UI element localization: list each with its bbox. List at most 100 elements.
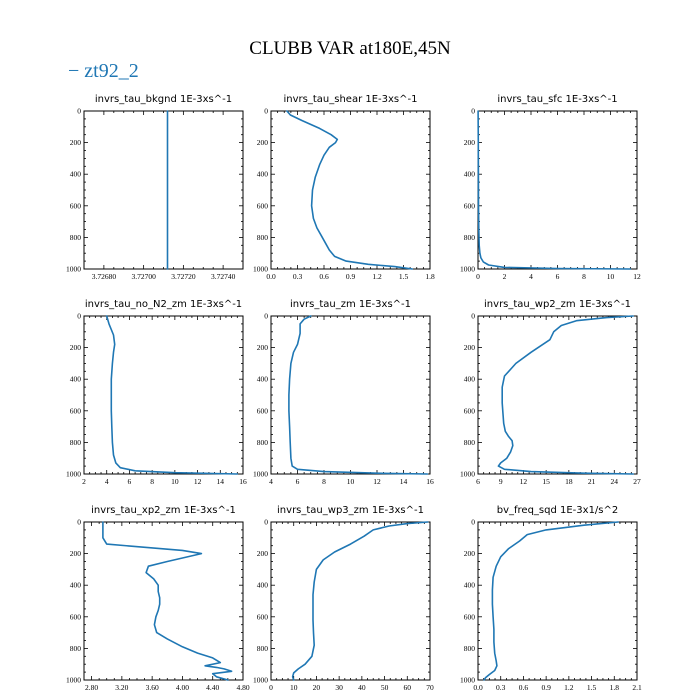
- x-tick-label: 20: [313, 683, 321, 692]
- y-tick-label: 200: [70, 343, 82, 352]
- panel-title: invrs_tau_zm 1E-3xs^-1: [290, 299, 411, 310]
- series-line-zt92_2: [497, 315, 635, 475]
- x-tick-label: 0: [476, 272, 480, 281]
- y-tick-label: 600: [70, 201, 82, 210]
- x-tick-label: 3.60: [146, 683, 159, 692]
- y-tick-label: 600: [70, 612, 82, 621]
- x-tick-label: 6: [476, 477, 480, 486]
- x-tick-label: 1.5: [399, 272, 409, 281]
- x-tick-label: 2: [503, 272, 507, 281]
- panel-6: invrs_tau_wp2_zm 1E-3xs^-1 0 200 400 600 800 1…: [460, 299, 641, 486]
- x-tick-label: 4: [105, 477, 109, 486]
- series-line-zt92_2: [288, 315, 429, 475]
- x-tick-label: 3.72680: [92, 272, 117, 281]
- y-tick-label: 400: [464, 170, 476, 179]
- x-tick-label: 9: [499, 477, 503, 486]
- x-tick-label: 12: [194, 477, 202, 486]
- y-tick-label: 600: [257, 201, 269, 210]
- legend-line-glyph: −: [68, 60, 84, 82]
- x-tick-label: 1.8: [610, 683, 620, 692]
- y-tick-label: 800: [70, 438, 82, 447]
- x-tick-label: 0.0: [473, 683, 483, 692]
- y-tick-label: 400: [257, 375, 269, 384]
- x-tick-label: 15: [542, 477, 550, 486]
- y-tick-label: 0: [264, 107, 268, 116]
- x-tick-label: 27: [633, 477, 641, 486]
- x-tick-label: 10: [347, 477, 355, 486]
- y-tick-label: 800: [257, 438, 269, 447]
- y-tick-label: 200: [70, 138, 82, 147]
- plot-frame: [270, 110, 431, 270]
- y-tick-label: 600: [257, 406, 269, 415]
- y-tick-label: 0: [264, 518, 268, 527]
- y-tick-label: 600: [257, 612, 269, 621]
- x-tick-label: 70: [426, 683, 434, 692]
- plot-frame: [477, 110, 638, 270]
- y-tick-label: 200: [464, 138, 476, 147]
- x-tick-label: 0.6: [319, 272, 329, 281]
- series-line-zt92_2: [105, 315, 239, 475]
- panel-title: invrs_tau_sfc 1E-3xs^-1: [497, 94, 617, 105]
- y-tick-label: 400: [70, 375, 82, 384]
- x-tick-label: 0: [269, 683, 273, 692]
- panel-title: invrs_tau_wp3_zm 1E-3xs^-1: [277, 505, 424, 516]
- plot-frame: [83, 521, 244, 681]
- x-tick-label: 21: [588, 477, 596, 486]
- panel-title: invrs_tau_xp2_zm 1E-3xs^-1: [91, 505, 236, 516]
- y-tick-label: 0: [471, 107, 475, 116]
- series-line-zt92_2: [286, 110, 414, 270]
- panel-grid: invrs_tau_bkgnd 1E-3xs^-1020040060080010…: [66, 94, 642, 692]
- x-tick-label: 14: [217, 477, 225, 486]
- series-line-zt92_2: [291, 521, 429, 681]
- x-tick-label: 0.0: [266, 272, 276, 281]
- series-line-zt92_2: [477, 110, 632, 270]
- panel-4: invrs_tau_no_N2_zm 1E-3xs^-1 0 200 400 600 80…: [66, 299, 247, 486]
- panel-title: invrs_tau_bkgnd 1E-3xs^-1: [95, 94, 232, 105]
- legend-label: − zt92_2: [68, 60, 139, 82]
- panel-title: invrs_tau_shear 1E-3xs^-1: [284, 94, 418, 105]
- y-tick-label: 400: [257, 170, 269, 179]
- y-tick-label: 0: [77, 312, 81, 321]
- x-tick-label: 6: [128, 477, 132, 486]
- x-tick-label: 10: [171, 477, 179, 486]
- x-tick-label: 0.3: [496, 683, 506, 692]
- x-tick-label: 8: [322, 477, 326, 486]
- x-tick-label: 0.9: [541, 683, 551, 692]
- y-tick-label: 200: [464, 549, 476, 558]
- x-tick-label: 4.00: [176, 683, 189, 692]
- y-tick-label: 600: [464, 612, 476, 621]
- y-tick-label: 200: [464, 343, 476, 352]
- panel-3: invrs_tau_sfc 1E-3xs^-1 0 200 400 600 800 1000…: [460, 94, 641, 281]
- y-tick-label: 0: [471, 518, 475, 527]
- x-tick-label: 1.5: [587, 683, 597, 692]
- x-tick-label: 1.2: [564, 683, 574, 692]
- y-tick-label: 600: [464, 406, 476, 415]
- x-tick-label: 8: [582, 272, 586, 281]
- panel-1: invrs_tau_bkgnd 1E-3xs^-1 0 200 400 600 800 10…: [66, 94, 244, 281]
- y-tick-label: 400: [70, 170, 82, 179]
- x-tick-label: 6: [296, 477, 300, 486]
- figure-title: CLUBB VAR at180E,45N: [249, 38, 451, 59]
- x-tick-label: 4.40: [206, 683, 219, 692]
- panel-8: invrs_tau_wp3_zm 1E-3xs^-102004006008001…: [253, 505, 434, 692]
- y-tick-label: 400: [70, 581, 82, 590]
- x-tick-label: 10: [607, 272, 615, 281]
- y-tick-label: 1000: [66, 265, 81, 274]
- x-tick-label: 3.72740: [211, 272, 236, 281]
- panel-9: bv_freq_sqd 1E-3x1/s^2020040060080010000…: [460, 505, 642, 692]
- x-tick-label: 8: [150, 477, 154, 486]
- panel-title: invrs_tau_wp2_zm 1E-3xs^-1: [484, 299, 631, 310]
- y-tick-label: 1000: [460, 265, 475, 274]
- x-tick-label: 12: [373, 477, 381, 486]
- x-tick-label: 2.1: [632, 683, 642, 692]
- y-tick-label: 800: [70, 233, 82, 242]
- series-line-zt92_2: [102, 521, 233, 681]
- y-tick-label: 400: [464, 581, 476, 590]
- y-tick-label: 200: [257, 549, 269, 558]
- y-tick-label: 800: [257, 233, 269, 242]
- x-tick-label: 0.9: [346, 272, 356, 281]
- x-tick-label: 3.72720: [171, 272, 196, 281]
- x-tick-label: 0.6: [519, 683, 529, 692]
- series-line-zt92_2: [483, 521, 619, 681]
